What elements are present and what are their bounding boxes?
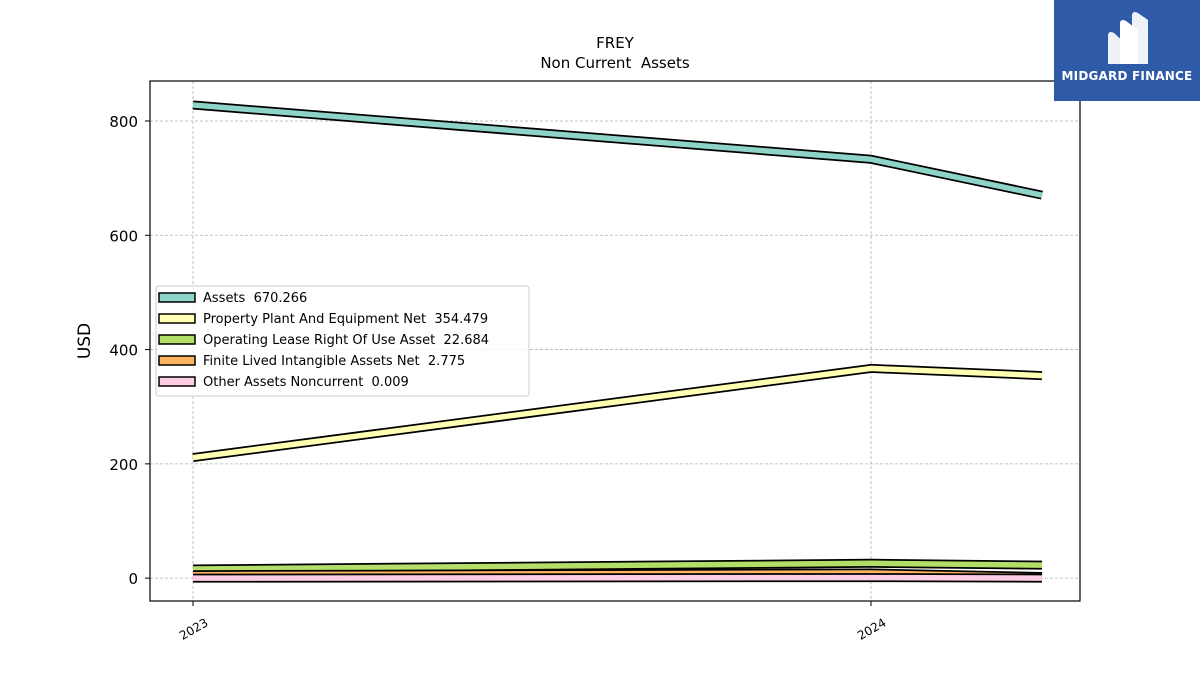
series-line [192,560,1043,572]
legend-box [155,285,530,397]
legend-swatch [158,355,196,366]
legend-swatch [158,376,196,387]
chart-title: FREY [596,34,635,52]
series-line [192,102,1043,198]
y-tick-label: 800 [109,113,138,131]
legend-entry: Finite Lived Intangible Assets Net 2.775 [158,354,465,369]
series-group [192,100,1043,583]
y-tick-label: 600 [109,227,138,245]
series-outline [192,100,1043,200]
brand-mark-icon [1108,12,1148,64]
legend-swatch [158,313,196,324]
y-axis-label: USD [75,323,95,359]
series-line [192,365,1043,461]
plot-frame [149,80,1081,602]
legend: Assets 670.266 Property Plant And Equipme… [155,285,530,397]
legend-entry: Operating Lease Right Of Use Asset 22.68… [158,333,489,348]
legend-label: Other Assets Noncurrent 0.009 [203,375,409,390]
y-tick-label: 0 [128,570,138,588]
legend-label: Property Plant And Equipment Net 354.479 [203,312,488,327]
chart-subtitle: Non Current Assets [540,54,690,72]
y-tick-label: 400 [109,342,138,360]
x-tick-label: 2023 [177,615,210,642]
y-tick-label: 200 [109,456,138,474]
series-line [192,574,1043,581]
legend-entry: Assets 670.266 [158,291,307,306]
legend-swatch [158,334,196,345]
legend-entry: Other Assets Noncurrent 0.009 [158,375,409,390]
legend-label: Assets 670.266 [203,291,307,306]
legend-label: Operating Lease Right Of Use Asset 22.68… [203,333,489,348]
legend-swatch [158,292,196,303]
brand-logo: MIDGARD FINANCE [1054,0,1200,101]
legend-label: Finite Lived Intangible Assets Net 2.775 [203,354,465,369]
brand-name: MIDGARD FINANCE [1061,69,1193,83]
legend-entry: Property Plant And Equipment Net 354.479 [158,312,488,327]
x-tick-label: 2024 [855,615,888,642]
